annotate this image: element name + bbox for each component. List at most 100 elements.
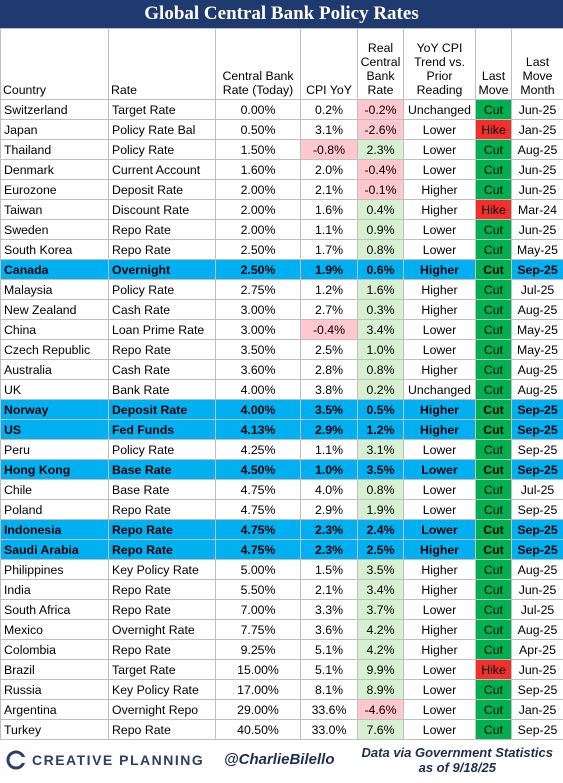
date: as of 9/18/25 — [362, 760, 553, 775]
table-cell: 3.6% — [301, 620, 358, 640]
logo-icon — [6, 750, 26, 770]
table-cell: 2.3% — [301, 520, 358, 540]
table-cell: Repo Rate — [109, 500, 216, 520]
table-cell: Hike — [476, 660, 512, 680]
table-cell: Lower — [404, 520, 476, 540]
table-cell: 2.50% — [216, 260, 301, 280]
table-cell: Sep-25 — [512, 520, 563, 540]
source-note: Data via Government Statistics as of 9/1… — [362, 745, 553, 775]
table-cell: Repo Rate — [109, 580, 216, 600]
table-cell: 1.1% — [301, 220, 358, 240]
table-cell: UK — [1, 380, 109, 400]
table-cell: Lower — [404, 500, 476, 520]
table-cell: 4.2% — [358, 620, 404, 640]
table-cell: Policy Rate — [109, 280, 216, 300]
column-header: YoY CPI Trend vs. Prior Reading — [404, 29, 476, 100]
table-cell: Cut — [476, 700, 512, 720]
table-cell: Hike — [476, 200, 512, 220]
table-cell: Repo Rate — [109, 640, 216, 660]
table-cell: Cut — [476, 260, 512, 280]
table-cell: Sweden — [1, 220, 109, 240]
table-cell: Japan — [1, 120, 109, 140]
table-cell: 2.75% — [216, 280, 301, 300]
table-cell: Cut — [476, 600, 512, 620]
table-cell: Cut — [476, 640, 512, 660]
table-cell: Repo Rate — [109, 240, 216, 260]
table-cell: Canada — [1, 260, 109, 280]
table-cell: Poland — [1, 500, 109, 520]
table-cell: Cut — [476, 360, 512, 380]
source: Data via Government Statistics — [362, 745, 553, 760]
table-cell: Policy Rate — [109, 140, 216, 160]
table-cell: Loan Prime Rate — [109, 320, 216, 340]
table-cell: Overnight — [109, 260, 216, 280]
table-cell: 2.50% — [216, 240, 301, 260]
table-cell: 1.0% — [301, 460, 358, 480]
table-cell: -2.6% — [358, 120, 404, 140]
table-cell: 8.1% — [301, 680, 358, 700]
table-cell: 3.1% — [358, 440, 404, 460]
table-cell: -0.4% — [358, 160, 404, 180]
table-cell: 4.0% — [301, 480, 358, 500]
table-cell: May-25 — [512, 240, 563, 260]
table-cell: 3.5% — [358, 560, 404, 580]
table-cell: 1.1% — [301, 440, 358, 460]
table-cell: 33.6% — [301, 700, 358, 720]
table-cell: Cash Rate — [109, 360, 216, 380]
table-cell: Cut — [476, 140, 512, 160]
table-cell: Cut — [476, 380, 512, 400]
table-cell: 29.00% — [216, 700, 301, 720]
column-header: Last Move — [476, 29, 512, 100]
table-cell: May-25 — [512, 340, 563, 360]
table-cell: Peru — [1, 440, 109, 460]
table-cell: 2.1% — [301, 180, 358, 200]
table-cell: Eurozone — [1, 180, 109, 200]
table-cell: 9.25% — [216, 640, 301, 660]
table-cell: Cut — [476, 240, 512, 260]
table-cell: 1.0% — [358, 340, 404, 360]
table-cell: Sep-25 — [512, 420, 563, 440]
table-cell: Cut — [476, 220, 512, 240]
table-cell: Higher — [404, 200, 476, 220]
table-cell: 0.2% — [301, 100, 358, 120]
table-cell: -4.6% — [358, 700, 404, 720]
table-cell: New Zealand — [1, 300, 109, 320]
table-cell: 2.7% — [301, 300, 358, 320]
table-cell: Deposit Rate — [109, 400, 216, 420]
table-cell: Indonesia — [1, 520, 109, 540]
table-cell: Sep-25 — [512, 400, 563, 420]
table-cell: 3.4% — [358, 320, 404, 340]
table-cell: 2.9% — [301, 500, 358, 520]
table-cell: Key Policy Rate — [109, 560, 216, 580]
table-cell: 3.5% — [301, 400, 358, 420]
table-cell: Cut — [476, 280, 512, 300]
table-cell: Jul-25 — [512, 600, 563, 620]
table-cell: Malaysia — [1, 280, 109, 300]
table-cell: Lower — [404, 240, 476, 260]
table-cell: Cut — [476, 340, 512, 360]
table-cell: 4.13% — [216, 420, 301, 440]
table-cell: Chile — [1, 480, 109, 500]
table-cell: Cut — [476, 680, 512, 700]
table-cell: 4.00% — [216, 380, 301, 400]
table-cell: Base Rate — [109, 460, 216, 480]
table-cell: 1.5% — [301, 560, 358, 580]
table-cell: Higher — [404, 540, 476, 560]
table-cell: 0.8% — [358, 240, 404, 260]
